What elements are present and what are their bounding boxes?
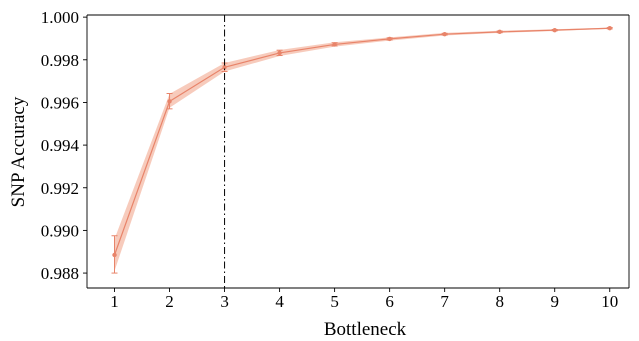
y-tick-label: 0.990 bbox=[41, 221, 79, 240]
series-0-line bbox=[113, 27, 610, 256]
x-tick-label: 9 bbox=[550, 292, 559, 311]
series-0-confidence-band bbox=[114, 27, 610, 271]
y-axis-label: SNP Accuracy bbox=[8, 96, 29, 207]
x-tick-label: 6 bbox=[385, 292, 394, 311]
x-tick-label: 10 bbox=[601, 292, 618, 311]
x-tick-label: 3 bbox=[220, 292, 229, 311]
x-tick-label: 5 bbox=[330, 292, 339, 311]
x-tick-label: 7 bbox=[440, 292, 449, 311]
plot-area bbox=[111, 15, 613, 288]
data-point bbox=[387, 36, 392, 42]
data-point bbox=[332, 42, 337, 47]
x-tick-label: 8 bbox=[495, 292, 504, 311]
y-tick-label: 0.996 bbox=[41, 93, 79, 112]
x-axis-label: Bottleneck bbox=[324, 319, 407, 340]
data-point bbox=[442, 31, 447, 37]
ticks: 1 2 3 4 5 6 7 8 9 10 0.988 0.990 0.992 0.994 0.996 0.99… bbox=[41, 8, 618, 311]
data-point bbox=[167, 99, 172, 104]
x-tick-label: 2 bbox=[165, 292, 174, 311]
y-tick-label: 0.992 bbox=[41, 179, 79, 198]
axes bbox=[86, 14, 630, 289]
x-tick-label: 1 bbox=[110, 292, 119, 311]
data-point bbox=[607, 26, 612, 31]
y-tick-label: 1.000 bbox=[41, 8, 79, 27]
x-tick-label: 4 bbox=[275, 292, 284, 311]
y-tick-label: 0.988 bbox=[41, 264, 79, 283]
data-point bbox=[277, 50, 282, 56]
data-point bbox=[497, 29, 502, 35]
data-point bbox=[222, 65, 227, 70]
y-tick-label: 0.994 bbox=[41, 136, 80, 155]
data-point bbox=[112, 252, 117, 258]
y-tick-label: 0.998 bbox=[41, 51, 79, 70]
data-point bbox=[552, 27, 557, 33]
